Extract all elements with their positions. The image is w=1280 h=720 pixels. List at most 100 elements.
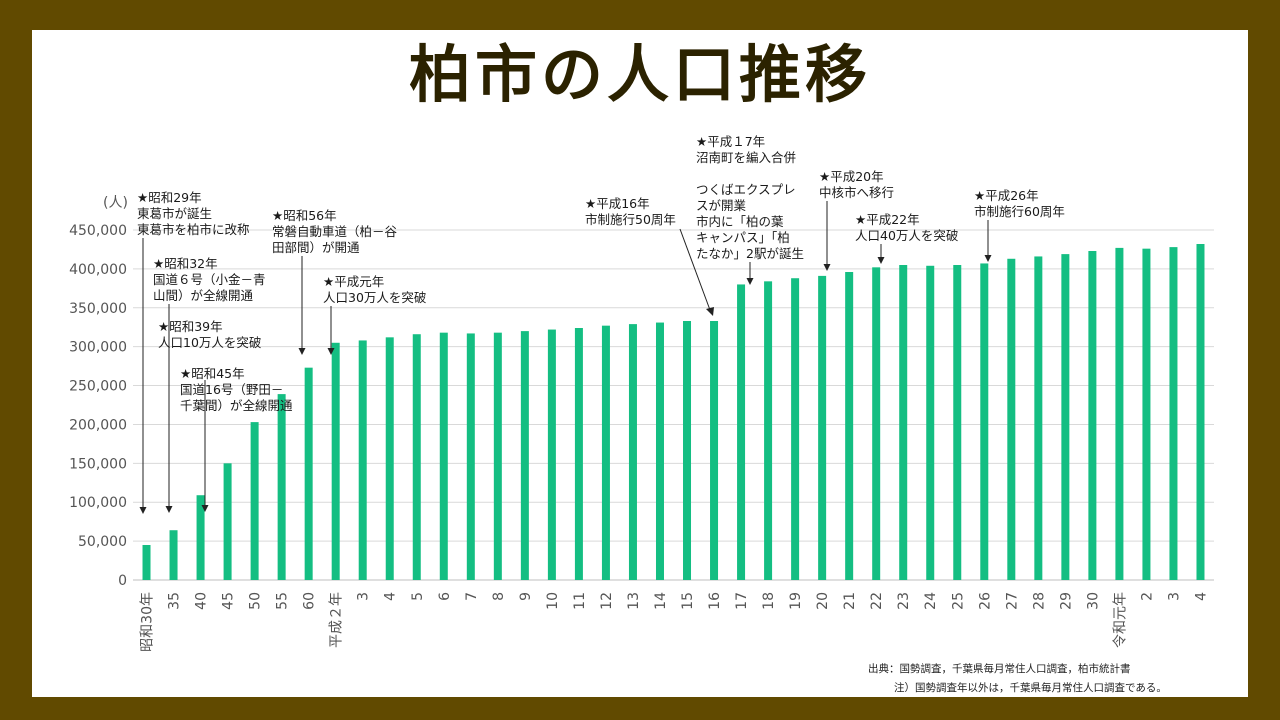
bar (1169, 247, 1178, 580)
x-tick-label: 50 (248, 592, 264, 610)
bar (574, 328, 583, 580)
annotation-line: ★昭和56年 (272, 208, 337, 223)
x-tick-label: 18 (761, 592, 777, 610)
x-tick-label: 6 (437, 592, 453, 601)
annotation-line: 市内に「柏の葉 (696, 214, 784, 229)
annotation-arrowhead (327, 348, 335, 355)
bar (737, 284, 746, 580)
x-tick-label: 11 (572, 592, 588, 610)
bar (493, 332, 502, 580)
annotation: ★昭和45年 国道16号（野田－ 千葉間）が全線開通 (180, 366, 293, 414)
x-tick-label: 55 (275, 592, 291, 610)
annotation-arrowhead (746, 278, 754, 285)
y-tick-label: 400,000 (69, 262, 127, 278)
y-tick-label: 250,000 (69, 379, 127, 395)
annotation: ★昭和29年 東葛市が誕生 東葛市を柏市に改称 (137, 190, 250, 238)
annotation-line: 東葛市を柏市に改称 (137, 222, 250, 237)
annotation-line: ★平成26年 (974, 188, 1039, 203)
x-tick-label: 2 (1139, 592, 1155, 601)
x-tick-label: 平成２年 (329, 592, 345, 648)
x-tick-label: 25 (950, 592, 966, 610)
bar (818, 275, 827, 580)
y-tick-label: 0 (118, 573, 127, 589)
bar (439, 332, 448, 580)
annotation-arrow-line (679, 228, 711, 311)
bar (1007, 258, 1016, 580)
x-tick-label: 4 (1193, 592, 1209, 601)
annotation-line: ★昭和32年 (153, 256, 218, 271)
annotation-line: ★平成１7年 (696, 134, 766, 149)
annotation-arrowhead (706, 307, 714, 316)
x-tick-label: 35 (167, 592, 183, 610)
annotation: ★昭和56年 常磐自動車道（柏－谷 田部間）が開通 (272, 208, 397, 256)
x-tick-label: 27 (1004, 592, 1020, 610)
annotation-line: 中核市へ移行 (819, 185, 895, 200)
x-tick-label: 24 (923, 592, 939, 610)
annotation-arrowhead (984, 255, 992, 262)
x-tick-label: 4 (383, 592, 399, 601)
x-tick-label: 23 (896, 592, 912, 610)
bar (466, 333, 475, 580)
bar (520, 331, 529, 580)
annotation-line: ★平成元年 (323, 274, 385, 289)
x-tick-label: 20 (815, 592, 831, 610)
x-tick-label: 19 (788, 592, 804, 610)
bar (250, 422, 259, 580)
x-tick-label: 3 (356, 592, 372, 601)
y-tick-label: 100,000 (69, 495, 127, 511)
bar (304, 367, 313, 580)
bar (412, 334, 421, 580)
bar (980, 263, 989, 580)
bar (899, 265, 908, 580)
bar (953, 265, 962, 580)
annotation: ★平成20年 中核市へ移行 (819, 169, 894, 201)
annotation-line: たなか」2駅が誕生 (696, 246, 804, 261)
annotation-line: 沼南町を編入合併 (696, 150, 797, 165)
bar (764, 281, 773, 580)
annotation-line: 山間）が全線開通 (153, 288, 254, 303)
annotation: ★平成26年 市制施行60周年 (974, 188, 1065, 220)
y-axis-unit-label: (人) (103, 195, 128, 211)
annotation-line: 市制施行60周年 (974, 204, 1065, 219)
y-tick-label: 350,000 (69, 301, 127, 317)
bar (628, 324, 637, 580)
y-tick-label: 50,000 (78, 534, 127, 550)
x-tick-label: 9 (518, 592, 534, 601)
bar (358, 340, 367, 580)
x-tick-label: 22 (869, 592, 885, 610)
bar (196, 495, 205, 580)
annotation-line: 国道16号（野田－ (180, 382, 284, 397)
x-tick-label: 17 (734, 592, 750, 610)
x-tick-label: 14 (653, 592, 669, 610)
bar (872, 267, 881, 580)
annotation-line: 人口30万人を突破 (323, 290, 427, 305)
bar (683, 321, 692, 580)
annotation-line: ★平成16年 (585, 196, 650, 211)
x-tick-label: 3 (1166, 592, 1182, 601)
bar (142, 545, 151, 580)
x-tick-label: 45 (221, 592, 237, 610)
annotation-line (696, 166, 804, 182)
annotation: ★平成元年 人口30万人を突破 (323, 274, 426, 306)
annotation-line: スが開業 (696, 198, 747, 213)
annotation: ★昭和39年 人口10万人を突破 (158, 319, 261, 351)
x-tick-label: 60 (302, 592, 318, 610)
y-tick-label: 450,000 (69, 223, 127, 239)
annotation-line: ★昭和29年 (137, 190, 202, 205)
bar (1034, 256, 1043, 580)
bar (223, 463, 232, 580)
annotation-arrowhead (298, 348, 306, 355)
annotation-line: 人口10万人を突破 (158, 335, 262, 350)
annotation: ★昭和32年 国道６号（小金－青 山間）が全線開通 (153, 256, 266, 304)
bar (655, 322, 664, 580)
annotation: ★平成22年 人口40万人を突破 (855, 212, 958, 244)
annotation-line: 田部間）が開通 (272, 240, 360, 255)
x-tick-label: 令和元年 (1112, 592, 1128, 648)
annotation-line: ★昭和39年 (158, 319, 223, 334)
x-tick-label: 昭和30年 (140, 592, 156, 652)
bar (1088, 251, 1097, 580)
annotation-arrowhead (201, 505, 209, 512)
x-tick-label: 12 (599, 592, 615, 610)
annotation: ★平成１7年 沼南町を編入合併 つくばエクスプレ スが開業 市内に「柏の葉 キャンパス」… (696, 134, 804, 262)
